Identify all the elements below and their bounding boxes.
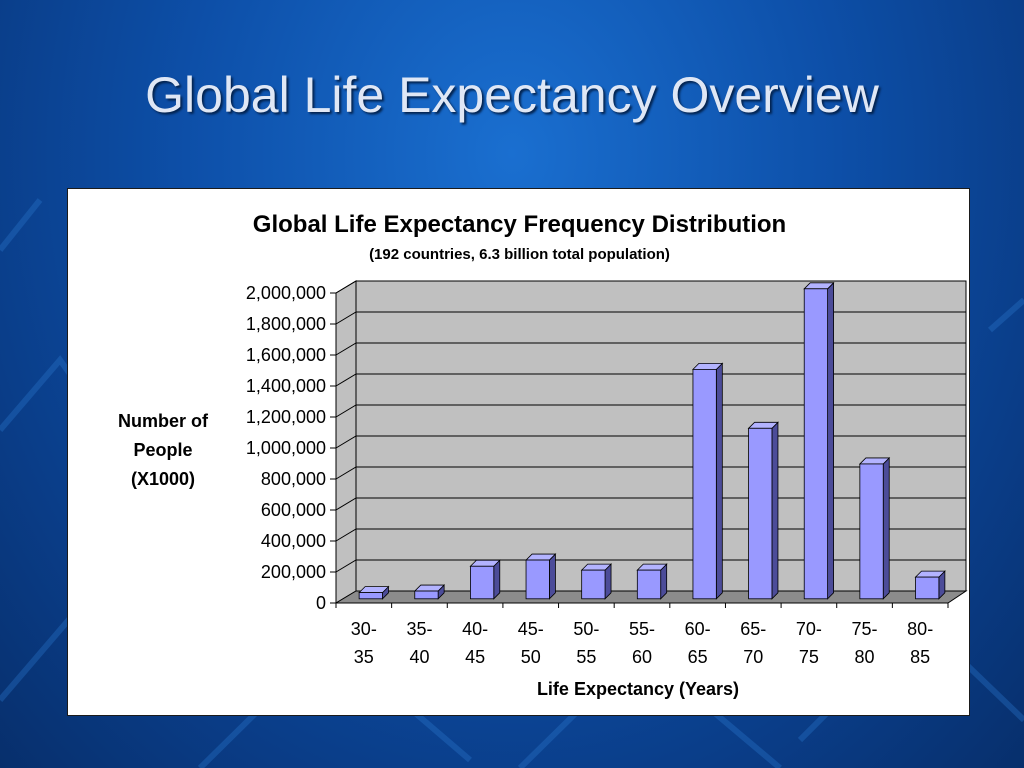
y-tick-label: 1,000,000 xyxy=(246,438,326,458)
y-tick-label: 1,400,000 xyxy=(246,376,326,396)
y-tick-label: 200,000 xyxy=(261,562,326,582)
x-tick-label: 45- xyxy=(518,619,544,639)
x-tick-label: 75 xyxy=(799,647,819,667)
x-tick-label: 75- xyxy=(852,619,878,639)
gridline xyxy=(335,404,966,418)
y-axis-label: Number of People (X1000) xyxy=(104,407,222,494)
chart-container: 0 200,000 400,000 600,000 800,000 1,000,000 1,… xyxy=(67,188,970,716)
y-axis-label-line: (X1000) xyxy=(130,469,196,489)
bar-chart: 0 200,000 400,000 600,000 800,000 1,000,000 1,… xyxy=(246,280,968,667)
bar xyxy=(859,463,884,600)
bar xyxy=(470,565,495,600)
x-tick-label: 40- xyxy=(462,619,488,639)
bar-side xyxy=(882,456,890,600)
y-axis-label-line: Number of xyxy=(118,411,208,431)
x-tick-label: 35 xyxy=(354,647,374,667)
y-tick-label: 2,000,000 xyxy=(246,283,326,303)
bar xyxy=(803,288,828,600)
x-tick-label: 30- xyxy=(351,619,377,639)
x-tick-label: 60 xyxy=(632,647,652,667)
slide-title: Global Life Expectancy Overview xyxy=(145,67,879,123)
bar xyxy=(581,569,606,600)
x-tick-label: 65- xyxy=(740,619,766,639)
gridline xyxy=(335,280,966,294)
bar xyxy=(414,590,439,600)
x-tick-label: 50 xyxy=(521,647,541,667)
bar-side xyxy=(493,559,501,600)
x-axis-label: Life Expectancy (Years) xyxy=(536,679,740,699)
x-tick-label: 55 xyxy=(576,647,596,667)
bar xyxy=(748,427,773,600)
bar xyxy=(692,368,717,600)
y-tick-label: 0 xyxy=(316,593,326,613)
x-tick-label: 80- xyxy=(907,619,933,639)
gridline xyxy=(335,342,966,356)
y-tick-label: 1,800,000 xyxy=(246,314,326,334)
x-tick-label: 50- xyxy=(573,619,599,639)
x-tick-label: 70- xyxy=(796,619,822,639)
gridline xyxy=(335,373,966,387)
y-tick-label: 400,000 xyxy=(261,531,326,551)
bar xyxy=(525,559,550,600)
bar-side xyxy=(827,281,834,600)
bar-side xyxy=(549,553,556,600)
x-tick-label: 45 xyxy=(465,647,485,667)
bar xyxy=(358,592,383,600)
y-tick-label: 1,200,000 xyxy=(246,407,326,427)
x-tick-label: 85 xyxy=(910,647,930,667)
bar-side xyxy=(715,362,723,600)
x-tick-label: 70 xyxy=(743,647,763,667)
y-tick-label: 1,600,000 xyxy=(246,345,326,365)
x-tick-label: 35- xyxy=(406,619,432,639)
y-tick-label: 600,000 xyxy=(261,500,326,520)
bar xyxy=(915,576,940,600)
chart-title: Global Life Expectancy Frequency Distrib… xyxy=(252,211,787,238)
y-tick-label: 800,000 xyxy=(261,469,326,489)
gridline xyxy=(335,311,966,325)
x-tick-label: 65 xyxy=(688,647,708,667)
y-axis-label-line: People xyxy=(133,440,193,460)
x-tick-label: 40 xyxy=(409,647,429,667)
chart-subtitle: (192 countries, 6.3 billion total popula… xyxy=(369,246,670,263)
x-tick-label: 80 xyxy=(855,647,875,667)
x-tick-label: 60- xyxy=(685,619,711,639)
bar xyxy=(636,569,662,600)
x-tick-label: 55- xyxy=(629,619,655,639)
bar-side xyxy=(771,421,779,600)
